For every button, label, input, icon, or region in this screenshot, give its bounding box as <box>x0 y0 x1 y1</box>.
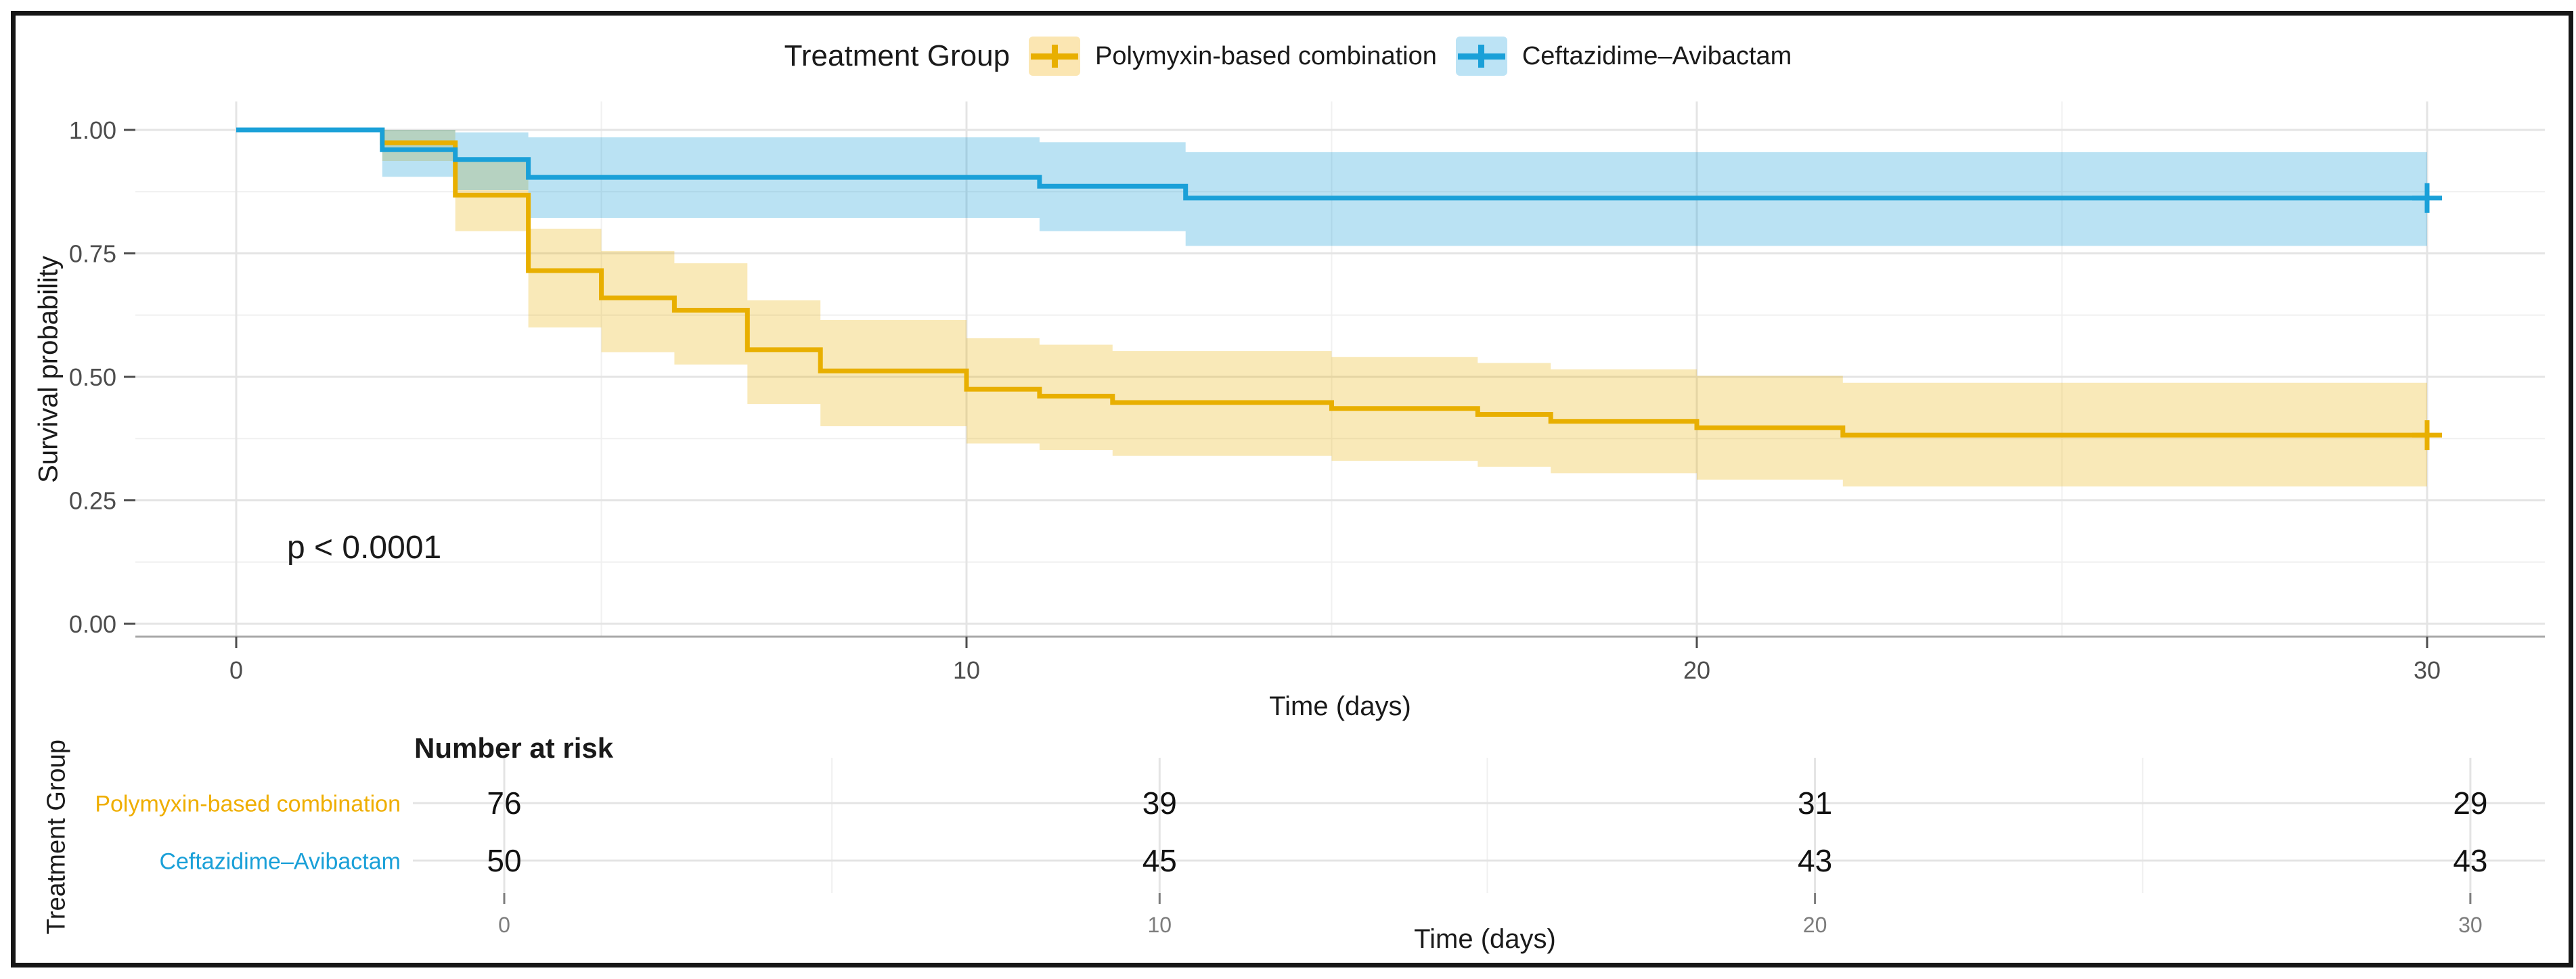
ci-band-polymyxin <box>382 130 2427 487</box>
risk-value: 39 <box>1142 786 1177 821</box>
risk-value: 45 <box>1142 843 1177 878</box>
risk-x-tick-label: 20 <box>1803 913 1827 937</box>
risk-value: 50 <box>487 843 521 878</box>
x-tick-label: 10 <box>953 656 980 684</box>
risk-table-x-axis-title: Time (days) <box>1414 924 1556 954</box>
risk-row-label-ceftazidime: Ceftazidime–Avibactam <box>159 848 401 875</box>
survival-curve-polymyxin <box>236 127 2427 438</box>
legend-item-ceftazidime[interactable]: Ceftazidime–Avibactam <box>1455 37 1792 76</box>
figure-frame <box>11 11 2573 967</box>
risk-row-label-polymyxin: Polymyxin-based combination <box>95 791 401 817</box>
p-value-annotation: p < 0.0001 <box>287 530 442 566</box>
risk-value: 29 <box>2453 786 2487 821</box>
legend: Treatment Group Polymyxin-based combinat… <box>0 37 2576 76</box>
risk-x-tick-label: 0 <box>498 913 510 937</box>
risk-x-tick-label: 10 <box>1148 913 1172 937</box>
survival-curve-ceftazidime <box>236 127 2427 201</box>
y-tick-label: 0.00 <box>69 610 116 638</box>
ci-band-ceftazidime <box>382 130 2427 246</box>
x-tick-label: 0 <box>229 656 243 684</box>
y-axis-title: Survival probability <box>33 256 64 483</box>
risk-table-y-axis-title: Treatment Group <box>42 739 71 934</box>
y-tick-label: 0.75 <box>69 240 116 268</box>
legend-title: Treatment Group <box>784 39 1011 72</box>
polymyxin-key-plus-icon <box>1029 37 1081 76</box>
ceftazidime-key-plus-icon <box>1455 37 1507 76</box>
legend-label-polymyxin: Polymyxin-based combination <box>1095 41 1437 70</box>
y-tick-label: 0.25 <box>69 487 116 515</box>
y-tick-label: 1.00 <box>69 116 116 144</box>
x-tick-label: 20 <box>1683 656 1710 684</box>
risk-value: 43 <box>2453 843 2487 878</box>
risk-x-tick-label: 30 <box>2458 913 2483 937</box>
legend-item-polymyxin[interactable]: Polymyxin-based combination <box>1029 37 1437 76</box>
risk-value: 43 <box>1798 843 1832 878</box>
risk-value: 76 <box>487 786 521 821</box>
legend-label-ceftazidime: Ceftazidime–Avibactam <box>1522 41 1792 70</box>
x-axis-title: Time (days) <box>1269 691 1411 721</box>
x-tick-label: 30 <box>2414 656 2441 684</box>
risk-table-title: Number at risk <box>414 732 614 764</box>
risk-value: 31 <box>1798 786 1832 821</box>
y-tick-label: 0.50 <box>69 363 116 391</box>
